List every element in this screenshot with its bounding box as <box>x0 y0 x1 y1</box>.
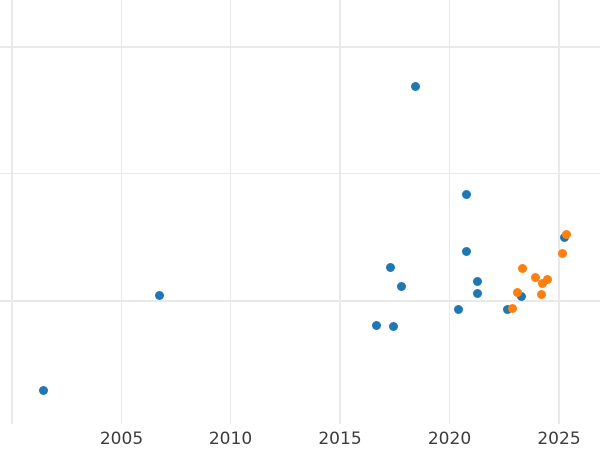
scatter-point-blue <box>473 276 482 286</box>
x-tick-label: 2020 <box>427 429 472 449</box>
x-tick-label: 2010 <box>208 429 253 449</box>
vertical-gridline <box>558 0 560 424</box>
horizontal-gridline <box>0 300 600 302</box>
scatter-point-orange <box>543 275 552 284</box>
scatter-point-blue <box>473 288 482 298</box>
scatter-point-blue <box>388 321 398 331</box>
vertical-gridline <box>11 0 13 424</box>
scatter-point-blue <box>385 262 395 272</box>
vertical-gridline <box>120 0 123 424</box>
x-tick-label: 2025 <box>537 429 581 449</box>
scatter-point-blue <box>410 82 420 91</box>
x-tick-label: 2015 <box>318 429 362 449</box>
vertical-gridline <box>229 0 232 424</box>
scatter-point-blue <box>516 291 526 301</box>
scatter-point-blue <box>372 320 381 330</box>
x-tick-label: 2005 <box>99 429 144 449</box>
scatter-point-blue <box>503 305 512 314</box>
scatter-point-orange <box>512 287 522 297</box>
horizontal-gridline <box>0 172 600 175</box>
scatter-point-blue <box>461 246 471 256</box>
scatter-point-blue <box>38 385 48 395</box>
scatter-point-orange <box>508 304 517 313</box>
scatter-point-orange <box>537 279 547 288</box>
scatter-point-blue <box>396 281 406 291</box>
scatter-point-blue <box>154 290 164 300</box>
vertical-gridline <box>339 0 341 424</box>
scatter-point-blue <box>461 189 471 199</box>
scatter-point-orange <box>518 263 527 273</box>
scatter-point-orange <box>557 249 567 258</box>
scatter-point-orange <box>561 229 571 239</box>
horizontal-gridline <box>0 46 600 48</box>
scatter-point-orange <box>536 289 546 299</box>
vertical-gridline <box>448 0 451 424</box>
scatter-point-orange <box>531 272 540 282</box>
scatter-point-blue <box>454 304 463 314</box>
